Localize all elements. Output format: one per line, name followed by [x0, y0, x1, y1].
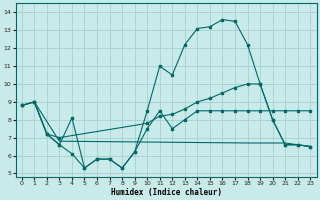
- X-axis label: Humidex (Indice chaleur): Humidex (Indice chaleur): [110, 188, 221, 197]
